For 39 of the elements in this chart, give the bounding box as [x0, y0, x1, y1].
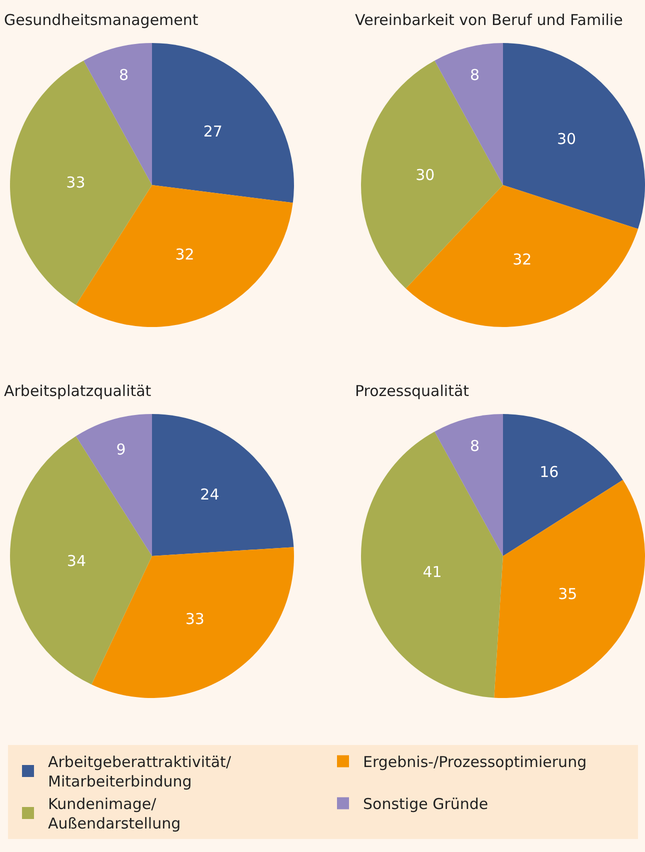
pie-slice	[494, 480, 645, 698]
pie-slice	[152, 414, 294, 556]
data-label: 24	[200, 486, 220, 504]
data-label: 33	[66, 174, 86, 192]
pie-slice	[92, 547, 294, 698]
data-label: 8	[470, 66, 480, 84]
legend-label: Ergebnis-/Prozessoptimierung	[363, 753, 587, 772]
data-label: 30	[556, 130, 576, 148]
pie-slice	[10, 436, 152, 684]
data-label: 33	[185, 610, 204, 628]
pie-slice	[503, 43, 645, 229]
pie-slice	[76, 414, 152, 556]
data-label: 30	[416, 166, 435, 184]
legend-label: Arbeitgeberattraktivität/ Mitarbeiterbindung	[48, 753, 232, 791]
data-label: 32	[175, 246, 194, 264]
pie-slice	[361, 432, 503, 698]
pie-slice	[434, 414, 503, 556]
chart-title: Vereinbarkeit von Beruf und Familie	[355, 11, 623, 29]
data-label: 34	[66, 552, 86, 570]
chart-title: Arbeitsplatzqualität	[4, 382, 152, 400]
data-label: 9	[116, 440, 126, 458]
pie-slice	[84, 43, 152, 185]
data-label: 8	[118, 66, 128, 84]
data-label: 35	[558, 585, 578, 604]
legend-label: Kundenimage/ Außendarstellung	[48, 795, 181, 833]
data-label: 32	[512, 250, 532, 269]
legend-label: Sonstige Gründe	[363, 795, 488, 814]
pie-slice	[434, 43, 503, 185]
data-label: 16	[540, 463, 559, 482]
chart-title: Gesundheitsmanagement	[4, 11, 198, 29]
pie-slice	[503, 414, 623, 556]
pie-slice	[406, 185, 638, 327]
chart-title: Prozessqualität	[355, 382, 470, 400]
data-label: 41	[422, 562, 442, 581]
pie-slice	[361, 60, 503, 289]
data-label: 27	[203, 122, 222, 140]
data-label: 8	[470, 436, 480, 455]
pie-slice	[10, 60, 152, 305]
pie-slice	[152, 43, 294, 203]
